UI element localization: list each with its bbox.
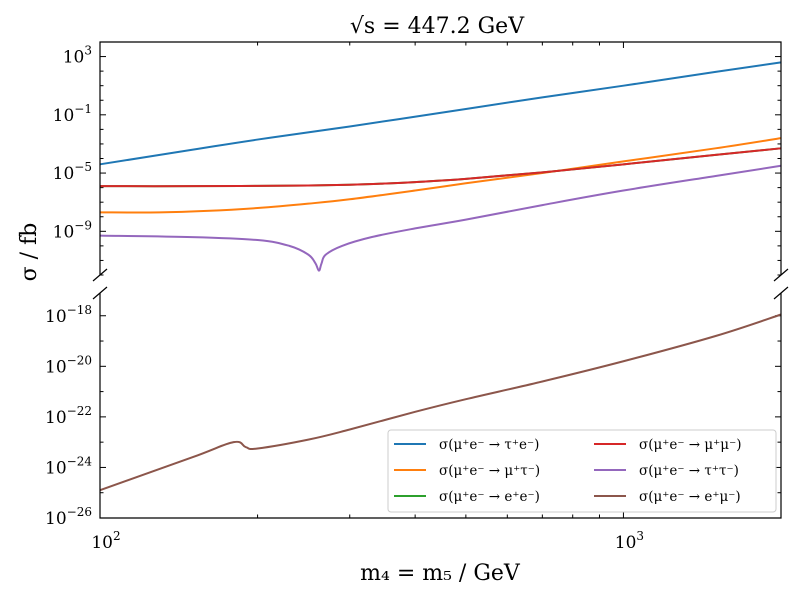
y-axis-label: σ / fb (17, 223, 42, 282)
y-tick-label: 10−1 (53, 102, 92, 126)
chart-title: √s = 447.2 GeV (350, 14, 525, 39)
legend-label: σ(μ⁺e⁻ → μ⁺τ⁻) (439, 463, 540, 479)
top-panel-frame (99, 41, 782, 275)
series-line-3 (99, 147, 782, 188)
chart-title-text: √s = 447.2 GeV (350, 14, 525, 39)
legend-label: σ(μ⁺e⁻ → μ⁺μ⁻) (639, 437, 741, 453)
series-line-5 (99, 313, 782, 492)
y-tick-label: 10−18 (45, 303, 92, 327)
legend: σ(μ⁺e⁻ → τ⁺e⁻) σ(μ⁺e⁻ → μ⁺τ⁻) σ(μ⁺e⁻ → e⁺e… (387, 429, 777, 513)
y-tick-label: 10−24 (45, 454, 92, 478)
y-tick-label: 10−22 (45, 404, 92, 428)
bottom-panel-ticks: 102 103 10−18 10−20 10−22 10−24 10−26 (45, 303, 782, 553)
y-tick-label: 10−9 (53, 218, 92, 242)
legend-label: σ(μ⁺e⁻ → τ⁺τ⁻) (639, 463, 739, 479)
bottom-panel-frame (99, 293, 782, 519)
legend-label: σ(μ⁺e⁻ → e⁺e⁻) (439, 489, 540, 505)
legend-label: σ(μ⁺e⁻ → τ⁺e⁻) (439, 437, 539, 453)
top-panel-lines (99, 61, 782, 272)
x-tick-label: 103 (615, 529, 644, 553)
y-tick-label: 10−20 (45, 353, 92, 377)
y-tick-label: 10−26 (45, 505, 92, 529)
series-line-1 (99, 137, 782, 214)
x-tick-label: 102 (91, 529, 120, 553)
y-tick-label: 103 (63, 44, 92, 68)
axis-break-marks (92, 268, 789, 300)
series-line-0 (99, 61, 782, 166)
top-panel-ticks: 103 10−1 10−5 10−9 (53, 41, 782, 276)
legend-label: σ(μ⁺e⁻ → e⁺μ⁻) (639, 489, 741, 505)
bottom-panel-lines (99, 313, 782, 492)
series-line-4 (99, 164, 782, 272)
y-tick-label: 10−5 (53, 160, 92, 184)
x-axis-label: m₄ = m₅ / GeV (360, 561, 521, 586)
